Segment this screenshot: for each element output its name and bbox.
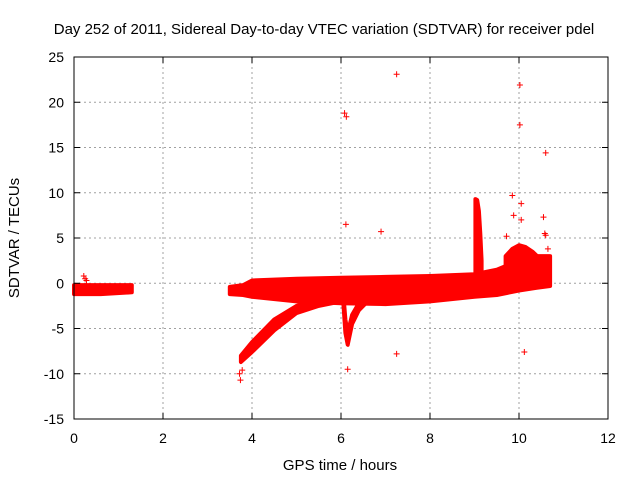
y-tick-label: -15	[44, 411, 64, 427]
x-tick-label: 4	[248, 430, 256, 446]
data-point	[393, 350, 400, 357]
y-tick-label: 5	[56, 230, 64, 246]
y-tick-label: -10	[44, 366, 64, 382]
band-layer	[72, 197, 553, 364]
data-point	[542, 232, 549, 239]
data-point	[344, 366, 351, 373]
tick-layer: 0 2 4 6 8 10 12 -15 -10 -5 0 5 10 15 20 25	[44, 49, 616, 446]
band-negative-branch	[238, 288, 388, 364]
y-tick-label: 0	[56, 275, 64, 291]
data-point	[503, 233, 510, 240]
data-point	[544, 245, 551, 252]
band-arch-10	[503, 243, 548, 281]
x-axis-title: GPS time / hours	[283, 457, 397, 474]
x-tick-label: 12	[600, 430, 616, 446]
x-tick-label: 8	[426, 430, 434, 446]
data-point	[341, 110, 348, 117]
data-point	[236, 370, 243, 377]
points-layer	[80, 71, 551, 384]
band-early-segment	[72, 283, 134, 297]
x-tick-label: 6	[337, 430, 345, 446]
data-point	[342, 221, 349, 228]
band-main-band	[227, 254, 553, 307]
y-tick-label: 25	[48, 49, 64, 65]
data-point	[393, 71, 400, 78]
data-point	[516, 82, 523, 89]
data-point	[80, 273, 87, 280]
band-spike-6.1	[341, 290, 370, 347]
x-tick-label: 2	[159, 430, 167, 446]
y-tick-label: 20	[48, 94, 64, 110]
band-peak-9.1	[473, 197, 484, 278]
grid-layer	[74, 57, 608, 419]
data-point	[540, 214, 547, 221]
y-tick-label: 10	[48, 185, 64, 201]
x-tick-label: 10	[511, 430, 527, 446]
y-tick-label: -5	[52, 321, 65, 337]
x-tick-label: 0	[70, 430, 78, 446]
data-point	[510, 212, 517, 219]
y-tick-label: 15	[48, 140, 64, 156]
data-point	[521, 349, 528, 356]
data-point	[518, 200, 525, 207]
data-point	[343, 113, 350, 120]
data-point	[516, 121, 523, 128]
data-point	[518, 216, 525, 223]
data-point	[83, 277, 90, 284]
data-point	[378, 228, 385, 235]
data-point	[509, 192, 516, 199]
data-point	[542, 149, 549, 156]
data-point	[239, 367, 246, 374]
y-axis-title: SDTVAR / TECUs	[6, 178, 23, 298]
chart-title: Day 252 of 2011, Sidereal Day-to-day VTE…	[54, 21, 595, 38]
data-point	[237, 377, 244, 384]
